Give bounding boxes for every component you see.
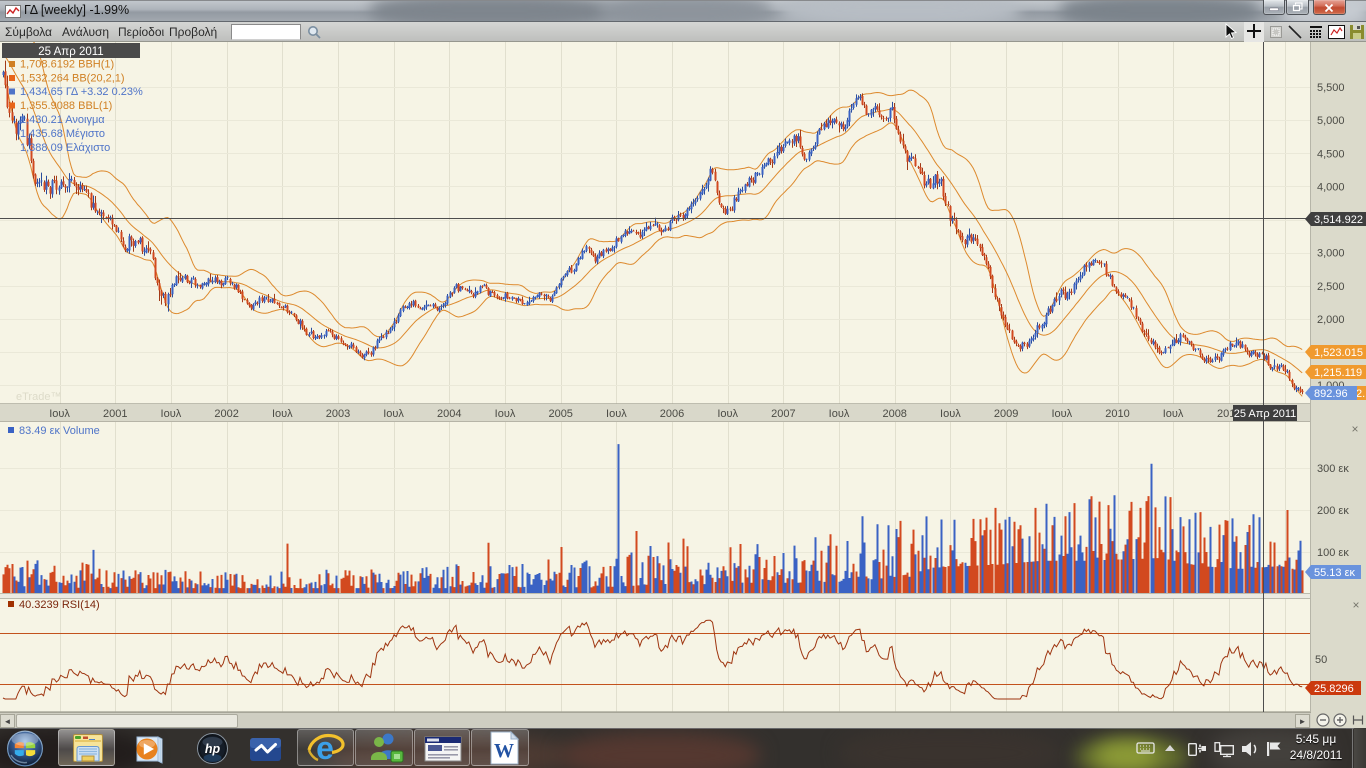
svg-text:1,532.264 BB(20,2,1): 1,532.264 BB(20,2,1) <box>20 73 125 85</box>
svg-text:83.49 εκ Volume: 83.49 εκ Volume <box>19 425 100 437</box>
svg-text:1,430.21 Ανοιγμα: 1,430.21 Ανοιγμα <box>20 114 105 126</box>
svg-text:892.96: 892.96 <box>1314 388 1348 400</box>
svg-text:300 εκ: 300 εκ <box>1317 463 1349 475</box>
svg-text:hp: hp <box>205 742 221 756</box>
svg-text:W: W <box>494 740 514 762</box>
svg-text:40.3239 RSI(14): 40.3239 RSI(14) <box>19 599 100 611</box>
svg-text:1,708.6192 BBH(1): 1,708.6192 BBH(1) <box>20 59 114 71</box>
svg-text:Ιουλ: Ιουλ <box>383 408 404 420</box>
svg-text:2001: 2001 <box>103 408 127 420</box>
svg-text:1,435.68 Μέγιστο: 1,435.68 Μέγιστο <box>20 128 105 140</box>
svg-text:3,514.922: 3,514.922 <box>1314 214 1363 226</box>
svg-text:Ιουλ: Ιουλ <box>829 408 850 420</box>
svg-text:2006: 2006 <box>660 408 684 420</box>
svg-text:2009: 2009 <box>994 408 1018 420</box>
svg-text:2004: 2004 <box>437 408 461 420</box>
svg-text:2005: 2005 <box>548 408 572 420</box>
svg-text:Ιουλ: Ιουλ <box>606 408 627 420</box>
svg-text:5,000: 5,000 <box>1317 115 1345 127</box>
svg-text:50: 50 <box>1315 654 1327 666</box>
svg-text:Ιουλ: Ιουλ <box>49 408 70 420</box>
svg-text:1,388.09 Ελάχιστο: 1,388.09 Ελάχιστο <box>20 142 110 154</box>
svg-text:200 εκ: 200 εκ <box>1317 505 1349 517</box>
svg-text:55.13 εκ: 55.13 εκ <box>1314 567 1355 579</box>
svg-text:1,434.65 ΓΔ +3.32 0.23%: 1,434.65 ΓΔ +3.32 0.23% <box>20 86 143 98</box>
svg-text:2,000: 2,000 <box>1317 314 1345 326</box>
svg-text:×: × <box>1351 422 1358 436</box>
svg-text:1,523.015: 1,523.015 <box>1314 347 1363 359</box>
svg-text:2003: 2003 <box>326 408 350 420</box>
svg-text:25.8296: 25.8296 <box>1314 683 1354 695</box>
svg-text:4,500: 4,500 <box>1317 148 1345 160</box>
svg-text:Ιουλ: Ιουλ <box>717 408 738 420</box>
svg-text:e: e <box>316 730 334 766</box>
svg-text:Ιουλ: Ιουλ <box>161 408 182 420</box>
svg-text:Ιουλ: Ιουλ <box>940 408 961 420</box>
svg-text:25 Απρ 2011: 25 Απρ 2011 <box>38 46 103 58</box>
svg-text:×: × <box>1352 598 1359 612</box>
svg-text:4,000: 4,000 <box>1317 181 1345 193</box>
svg-text:2,500: 2,500 <box>1317 281 1345 293</box>
svg-text:1,355.9088 BBL(1): 1,355.9088 BBL(1) <box>20 100 112 112</box>
svg-text:2007: 2007 <box>771 408 795 420</box>
svg-text:2010: 2010 <box>1105 408 1129 420</box>
svg-text:Ιουλ: Ιουλ <box>1051 408 1072 420</box>
svg-text:1,215.119: 1,215.119 <box>1314 367 1362 379</box>
svg-text:25 Απρ 2011: 25 Απρ 2011 <box>1234 408 1297 420</box>
svg-text:100 εκ: 100 εκ <box>1317 547 1349 559</box>
svg-text:Ιουλ: Ιουλ <box>272 408 293 420</box>
svg-text:2008: 2008 <box>882 408 906 420</box>
svg-text:2.: 2. <box>1356 388 1365 400</box>
svg-text:eTrade™: eTrade™ <box>16 391 61 403</box>
svg-text:3,000: 3,000 <box>1317 248 1345 260</box>
svg-text:2002: 2002 <box>214 408 238 420</box>
svg-text:5,500: 5,500 <box>1317 82 1345 94</box>
svg-text:Ιουλ: Ιουλ <box>495 408 516 420</box>
svg-text:Ιουλ: Ιουλ <box>1163 408 1184 420</box>
